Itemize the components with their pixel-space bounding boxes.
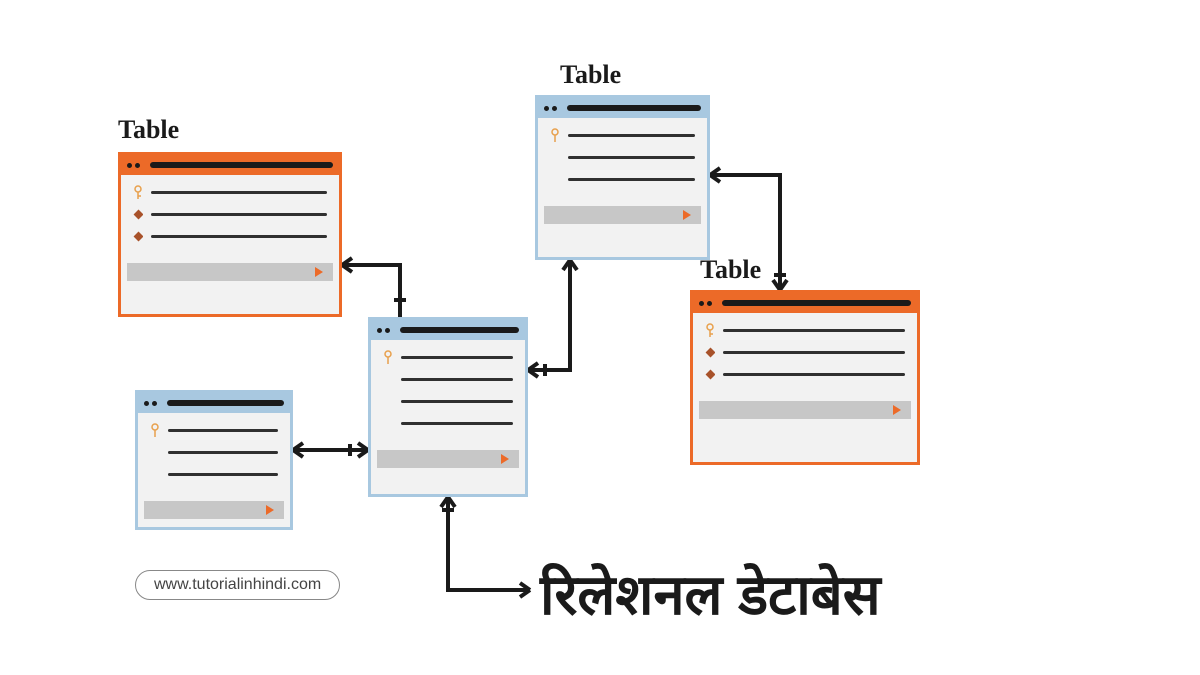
diamond-icon <box>705 367 715 381</box>
play-icon <box>266 505 274 515</box>
box5-header <box>693 293 917 313</box>
table-box-4 <box>535 95 710 260</box>
box4-header <box>538 98 707 118</box>
table-box-3 <box>368 317 528 497</box>
play-icon <box>501 454 509 464</box>
box2-footer <box>144 501 284 519</box>
diamond-icon <box>133 229 143 243</box>
diamond-icon <box>133 207 143 221</box>
play-icon <box>893 405 901 415</box>
box2-header <box>138 393 290 413</box>
table-box-5 <box>690 290 920 465</box>
label-table-left: Table <box>118 115 179 145</box>
key-icon <box>383 350 393 364</box>
box3-footer <box>377 450 519 468</box>
key-icon <box>133 185 143 199</box>
box3-header <box>371 320 525 340</box>
table-box-1 <box>118 152 342 317</box>
key-icon <box>550 128 560 142</box>
box1-footer <box>127 263 333 281</box>
key-icon <box>705 323 715 337</box>
box5-footer <box>699 401 911 419</box>
play-icon <box>315 267 323 277</box>
box4-footer <box>544 206 701 224</box>
box1-header <box>121 155 339 175</box>
label-table-top: Table <box>560 60 621 90</box>
play-icon <box>683 210 691 220</box>
key-icon <box>150 423 160 437</box>
diamond-icon <box>705 345 715 359</box>
table-box-2 <box>135 390 293 530</box>
main-title: रिलेशनल डेटाबेस <box>540 555 881 631</box>
url-badge: www.tutorialinhindi.com <box>135 570 340 600</box>
